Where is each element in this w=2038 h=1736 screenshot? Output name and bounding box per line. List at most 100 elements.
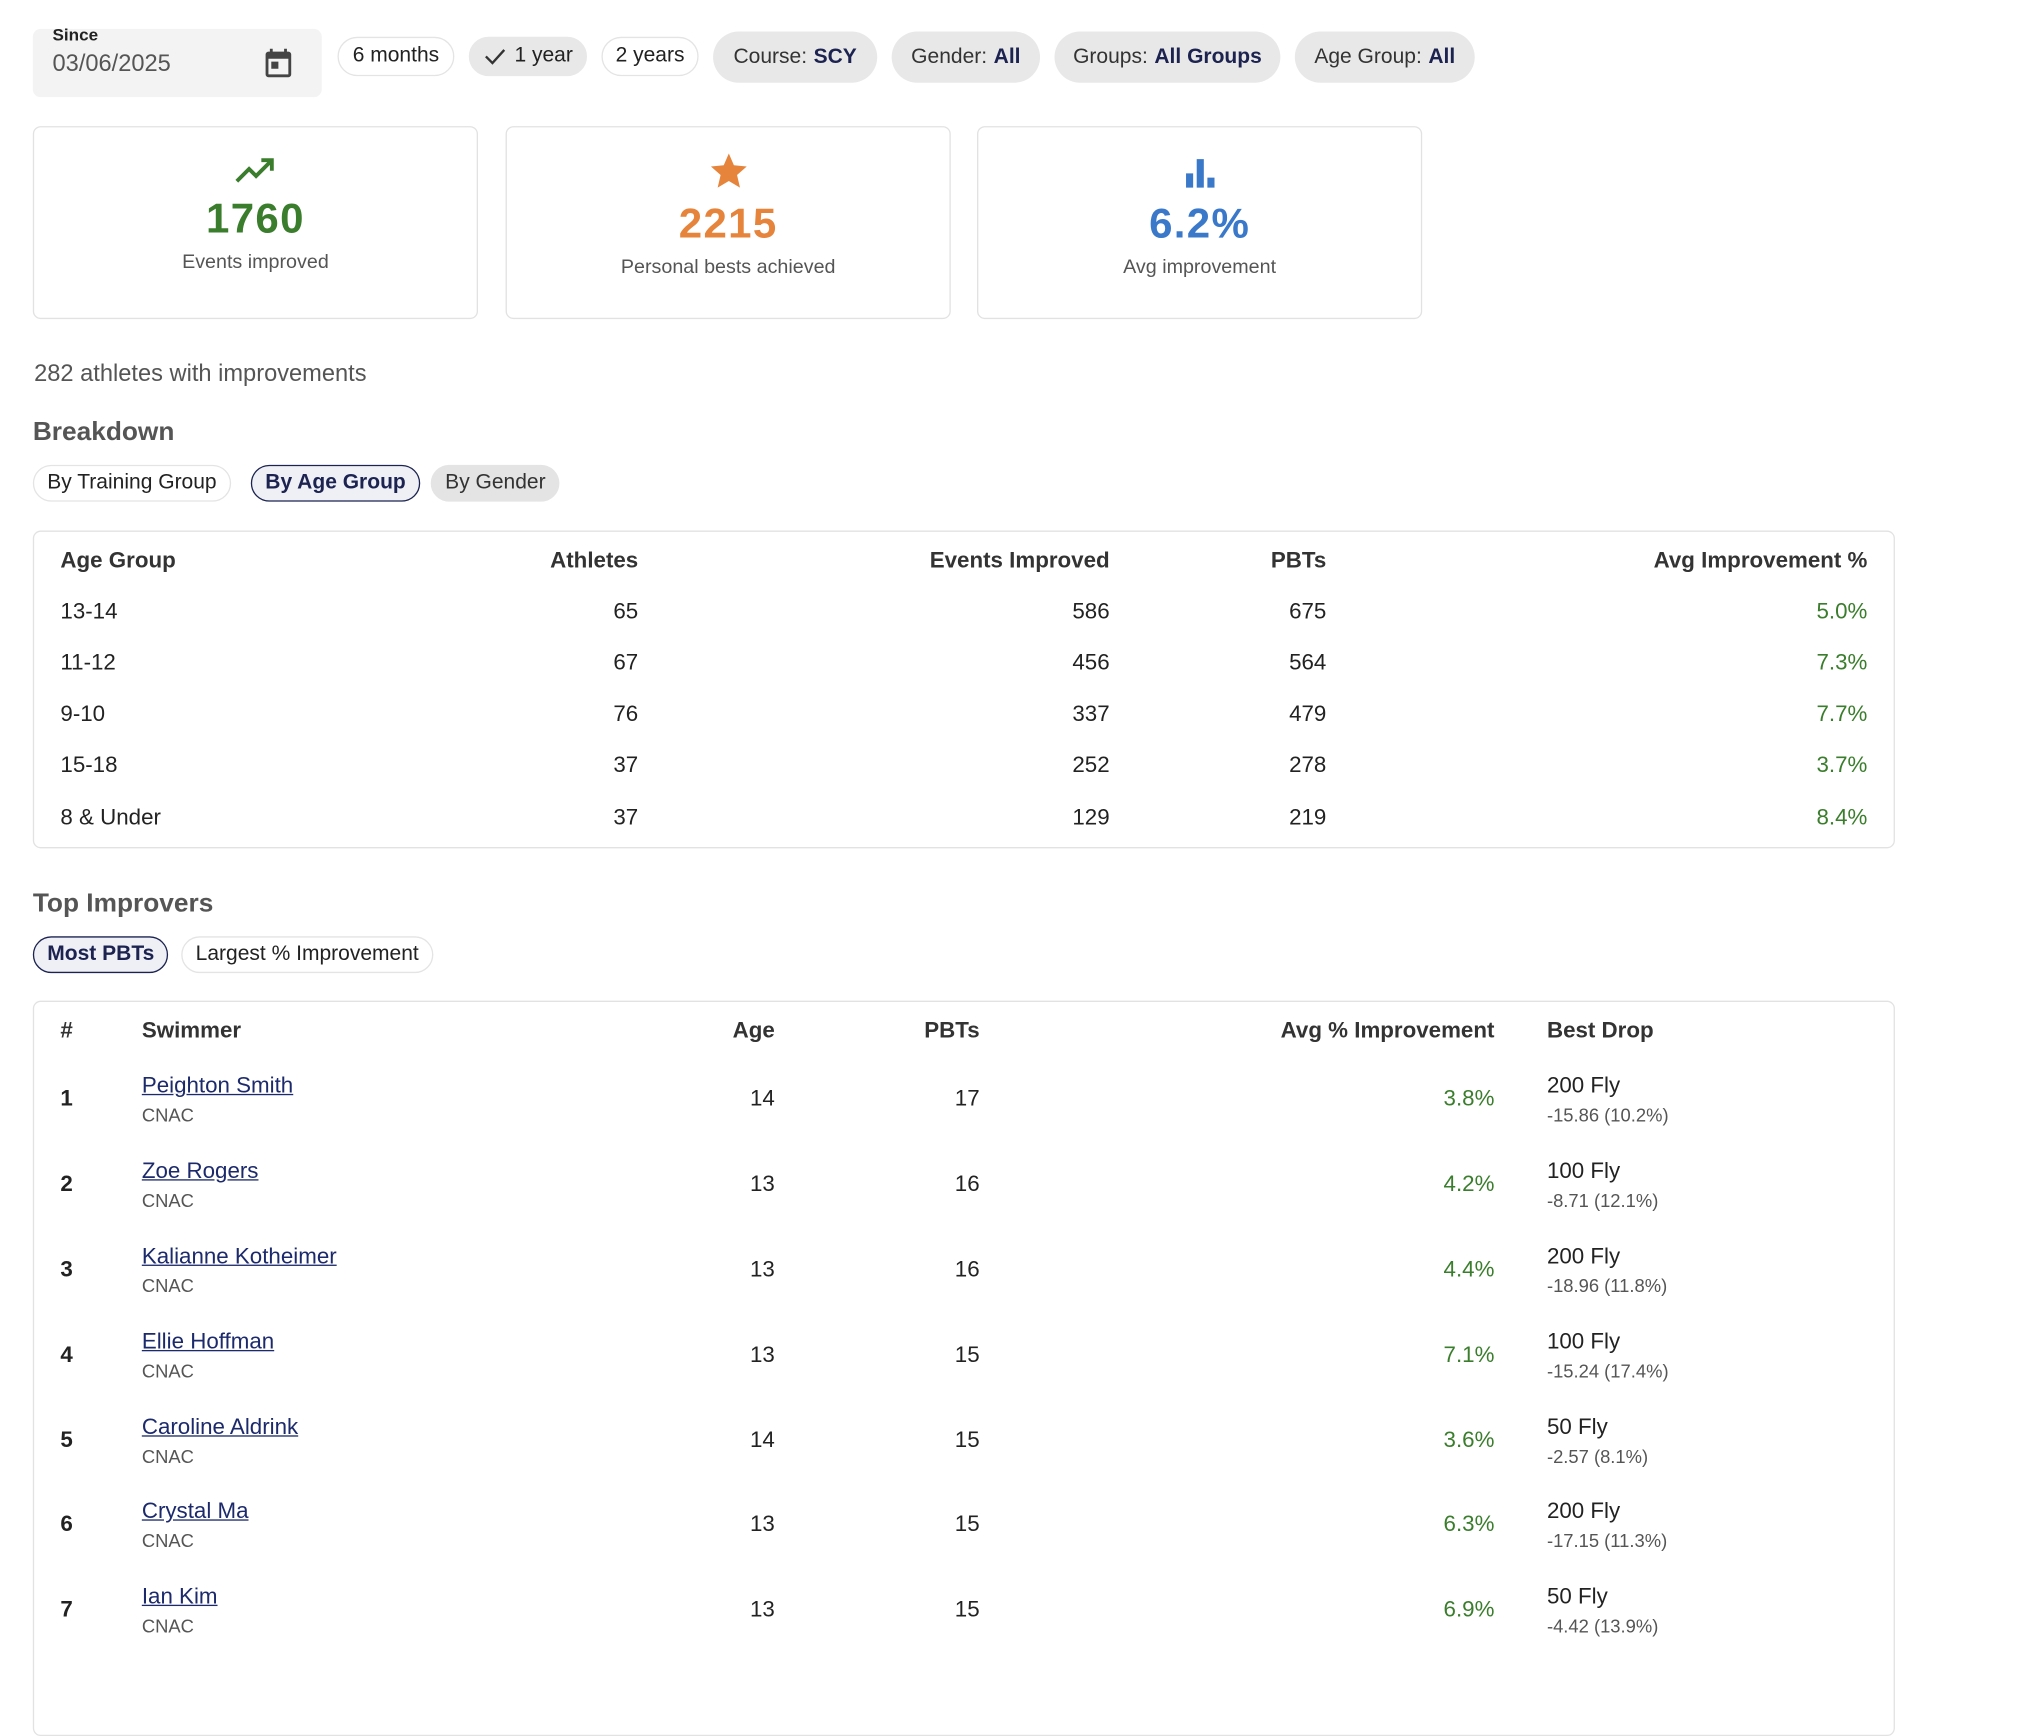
- avg-cell: 4.4%: [1443, 1256, 1495, 1282]
- stat-label: Avg improvement: [1123, 256, 1277, 279]
- section-title: Top Improvers: [32, 889, 214, 918]
- swimmer-club: CNAC: [141, 1615, 194, 1637]
- avg-cell: 6.9%: [1443, 1597, 1495, 1623]
- column-header: Avg % Improvement: [1280, 1017, 1495, 1043]
- table-grid: Age Group Athletes Events Improved PBTs Avg …: [60, 534, 1867, 843]
- chip-label: Gender:: [911, 45, 988, 68]
- table-cell: 456: [1072, 649, 1110, 675]
- age-cell: 13: [749, 1171, 775, 1197]
- stat-value: 2215: [678, 199, 778, 247]
- table-cell: 11-12: [60, 649, 116, 675]
- drop-event: 200 Fly: [1546, 1498, 1621, 1524]
- table-cell: 675: [1289, 598, 1327, 624]
- rank-cell: 5: [60, 1426, 73, 1452]
- stat-card: 2215 Personal bests achieved: [505, 126, 951, 320]
- chip-value: All Groups: [1154, 45, 1262, 68]
- avg-cell: 6.3%: [1443, 1511, 1495, 1537]
- best-drop-cell: 50 Fly -4.42 (13.9%): [1494, 1568, 1867, 1653]
- chip-value: SCY: [813, 45, 857, 68]
- column-header: Swimmer: [141, 1017, 242, 1043]
- swimmer-link[interactable]: Caroline Aldrink: [141, 1413, 299, 1439]
- age-cell: 14: [749, 1426, 775, 1452]
- drop-time: -8.71 (12.1%): [1546, 1190, 1659, 1212]
- swimmer-link[interactable]: Crystal Ma: [141, 1498, 249, 1524]
- range-pill[interactable]: 6 months: [337, 36, 455, 77]
- swimmer-cell: Kalianne Kotheimer CNAC: [142, 1227, 525, 1312]
- breakdown-tab[interactable]: By Age Group: [250, 464, 421, 502]
- app: Since 03/06/2025 6 months 1 year 2 years…: [32, 25, 1895, 1736]
- drop-event: 50 Fly: [1546, 1413, 1608, 1439]
- calendar-icon[interactable]: [261, 45, 295, 82]
- range-pill[interactable]: 1 year: [468, 36, 588, 77]
- table-grid: # Swimmer Age PBTs Avg % Improvement Best Dro…: [60, 1005, 1867, 1653]
- table-cell: 9-10: [60, 701, 106, 727]
- bar-icon: [1185, 159, 1214, 188]
- breakdown-tab[interactable]: By Gender: [430, 464, 561, 502]
- filter-chip[interactable]: Course: SCY: [713, 31, 878, 83]
- table-cell: 37: [613, 804, 639, 830]
- table-cell: 3.7%: [1816, 752, 1868, 778]
- filter-chip[interactable]: Age Group: All: [1294, 31, 1475, 83]
- table-cell: 8 & Under: [60, 804, 161, 830]
- table-cell: 129: [1072, 804, 1110, 830]
- drop-event: 50 Fly: [1546, 1583, 1608, 1609]
- avg-cell: 7.1%: [1443, 1341, 1495, 1367]
- range-pill[interactable]: 2 years: [601, 36, 699, 77]
- swimmer-link[interactable]: Ian Kim: [141, 1583, 218, 1609]
- table-cell: 8.4%: [1816, 804, 1868, 830]
- column-header: Athletes: [550, 547, 639, 573]
- filter-chip[interactable]: Groups: All Groups: [1054, 31, 1281, 83]
- column-header: Age Group: [60, 547, 176, 573]
- table-cell: 13-14: [60, 598, 118, 624]
- swimmer-cell: Ellie Hoffman CNAC: [142, 1312, 525, 1397]
- table-cell: 252: [1072, 752, 1110, 778]
- column-header: #: [60, 1017, 73, 1043]
- rank-cell: 4: [60, 1341, 73, 1367]
- rank-cell: 2: [60, 1171, 73, 1197]
- rank-cell: 6: [60, 1511, 73, 1537]
- swimmer-cell: Crystal Ma CNAC: [142, 1483, 525, 1568]
- age-cell: 13: [749, 1511, 775, 1537]
- age-cell: 13: [749, 1341, 775, 1367]
- swimmer-club: CNAC: [141, 1530, 194, 1552]
- filter-chip[interactable]: Gender: All: [891, 31, 1041, 83]
- improvers-tab[interactable]: Largest % Improvement: [181, 936, 434, 974]
- since-input[interactable]: Since 03/06/2025: [32, 25, 322, 98]
- since-label: Since: [52, 24, 99, 45]
- table-cell: 65: [613, 598, 639, 624]
- rank-cell: 7: [60, 1597, 73, 1623]
- pbts-cell: 15: [954, 1511, 980, 1537]
- pbts-cell: 15: [954, 1341, 980, 1367]
- tab-text: Most PBTs: [47, 942, 155, 966]
- best-drop-cell: 200 Fly -15.86 (10.2%): [1494, 1057, 1867, 1142]
- range-text: 6 months: [352, 44, 440, 67]
- avg-cell: 3.6%: [1443, 1426, 1495, 1452]
- drop-event: 200 Fly: [1546, 1073, 1621, 1099]
- trend-icon: [234, 158, 274, 183]
- improvers-tab[interactable]: Most PBTs: [32, 936, 169, 974]
- stat-card: 1760 Events improved: [32, 126, 479, 320]
- rank-cell: 3: [60, 1256, 73, 1282]
- drop-time: -17.15 (11.3%): [1546, 1530, 1668, 1552]
- pbts-cell: 15: [954, 1597, 980, 1623]
- drop-time: -18.96 (11.8%): [1546, 1275, 1668, 1297]
- swimmer-link[interactable]: Peighton Smith: [141, 1073, 294, 1099]
- since-date: 03/06/2025: [52, 49, 171, 77]
- swimmer-cell: Caroline Aldrink CNAC: [142, 1397, 525, 1482]
- swimmer-cell: Ian Kim CNAC: [142, 1568, 525, 1653]
- table-cell: 76: [613, 701, 639, 727]
- drop-event: 100 Fly: [1546, 1328, 1621, 1354]
- swimmer-link[interactable]: Kalianne Kotheimer: [141, 1243, 337, 1269]
- table-cell: 219: [1289, 804, 1327, 830]
- column-header: Avg Improvement %: [1653, 547, 1868, 573]
- chip-value: All: [1428, 45, 1456, 68]
- breakdown-tab[interactable]: By Training Group: [32, 464, 232, 502]
- drop-time: -4.42 (13.9%): [1546, 1615, 1659, 1637]
- swimmer-link[interactable]: Ellie Hoffman: [141, 1328, 275, 1354]
- table-cell: 5.0%: [1816, 598, 1868, 624]
- table-cell: 7.7%: [1816, 701, 1868, 727]
- improvers-table: # Swimmer Age PBTs Avg % Improvement Best Dro…: [32, 1000, 1895, 1736]
- best-drop-cell: 100 Fly -15.24 (17.4%): [1494, 1312, 1867, 1397]
- swimmer-link[interactable]: Zoe Rogers: [141, 1158, 259, 1184]
- column-header: PBTs: [924, 1017, 980, 1043]
